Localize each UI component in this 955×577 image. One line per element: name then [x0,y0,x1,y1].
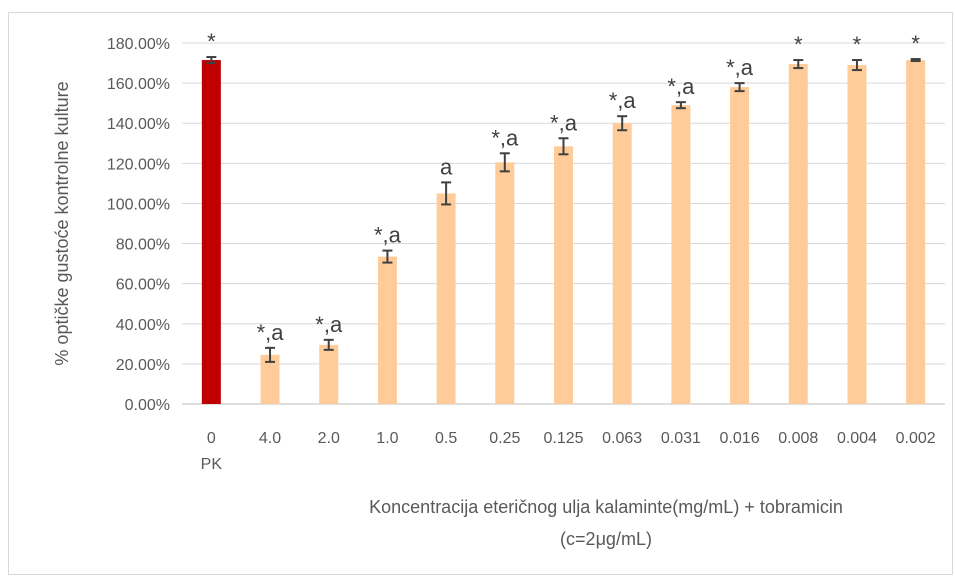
x-tick-label: 0.25 [489,430,520,447]
y-tick-labels: 0.00% 20.00% 40.00% 60.00% 80.00% 100.00% 120.… [107,36,170,414]
significance-label: *,a [257,320,285,345]
bar [436,193,456,404]
error-bar [675,101,686,110]
error-bar [910,58,921,63]
bar [788,64,808,404]
gridlines [182,42,945,405]
bar [260,354,280,404]
significance-label: * [207,29,216,54]
x-axis-title-line-2: (c=2μg/mL) [560,529,652,549]
bar [319,344,339,404]
x-tick-label: 0.5 [435,430,457,447]
y-tick-label: 180.00% [107,36,170,53]
x-tick-label: 4.0 [259,430,281,447]
x-tick-label: 0 [207,430,216,447]
x-tick-label: 0.002 [896,430,936,447]
bar [612,123,632,404]
x-tick-label: 0.125 [543,430,583,447]
y-axis-title: % optičke gustoće kontrolne kulture [52,81,72,365]
error-bar [617,115,628,132]
y-tick-label: 80.00% [116,237,170,254]
bar [730,87,750,404]
bars [201,60,926,405]
error-bar [265,346,276,363]
y-tick-label: 60.00% [116,277,170,294]
error-bar [382,249,393,264]
x-tick-label: 0.004 [837,430,877,447]
bar [554,146,573,404]
x-tick-sublabel: PK [201,456,223,473]
significance-label: *,a [491,125,519,150]
x-axis-title-line-1: Koncentracija eteričnog ulja kalaminte(m… [369,497,843,517]
error-bar [851,59,862,72]
annotations: * *,a *,a *,a a *,a *,a *,a *,a *,a * * * [207,29,920,345]
error-bar [558,137,569,156]
x-tick-label: 0.063 [602,430,642,447]
bar [906,60,926,405]
x-tick-labels: 0 4.0 2.0 1.0 0.5 0.25 0.125 0.063 0.031 0.016 0.0… [201,430,936,473]
y-tick-label: 40.00% [116,317,170,334]
y-tick-label: 0.00% [125,397,170,414]
significance-label: *,a [374,223,402,248]
significance-label: * [853,32,862,57]
x-tick-label: 2.0 [318,430,340,447]
error-bar [441,181,452,206]
significance-label: *,a [667,74,695,99]
significance-label: a [440,154,453,179]
bar [495,162,515,404]
significance-label: *,a [726,55,754,80]
error-bar [793,59,804,70]
significance-label: * [794,32,803,57]
y-tick-label: 120.00% [107,156,170,173]
x-tick-label: 0.031 [661,430,701,447]
y-tick-label: 140.00% [107,116,170,133]
bar [671,105,691,404]
bar [847,65,867,405]
x-tick-label: 0.016 [720,430,760,447]
y-tick-label: 100.00% [107,196,170,213]
error-bars [206,56,921,363]
significance-label: * [911,31,920,56]
bar [377,256,397,404]
error-bar [499,152,510,173]
y-tick-label: 160.00% [107,76,170,93]
y-tick-label: 20.00% [116,357,170,374]
x-tick-label: 1.0 [376,430,398,447]
error-bar [206,56,217,65]
bar-control [201,60,221,405]
error-bar [734,82,745,93]
x-tick-label: 0.008 [778,430,818,447]
significance-label: *,a [609,88,637,113]
significance-label: *,a [315,312,343,337]
error-bar [323,338,334,351]
significance-label: *,a [550,110,578,135]
